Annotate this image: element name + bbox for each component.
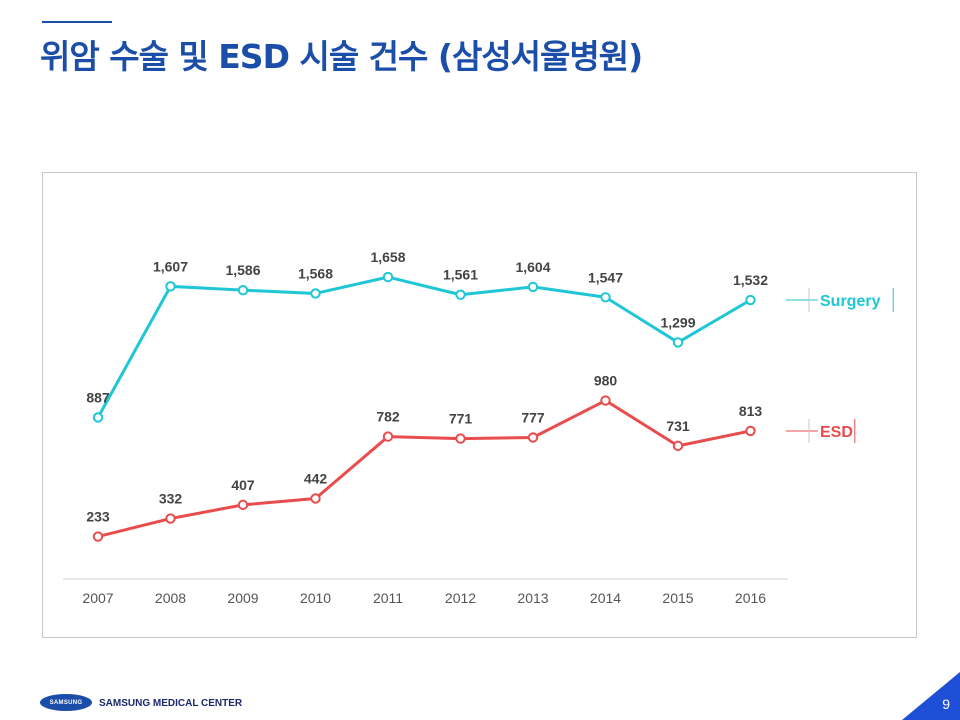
data-label-esd: 813 — [739, 403, 763, 419]
x-tick-label: 2015 — [662, 590, 693, 606]
legend-label-surgery: Surgery — [820, 293, 881, 310]
data-point-esd — [600, 395, 611, 406]
data-label-surgery: 1,586 — [225, 262, 260, 278]
data-label-esd: 777 — [521, 410, 545, 426]
data-point-esd — [165, 513, 176, 524]
page-title: 위암 수술 및 ESD 시술 건수 (삼성서울병원) — [40, 37, 643, 76]
x-tick-label: 2011 — [373, 590, 403, 606]
data-point-esd — [382, 431, 394, 442]
data-point-esd — [92, 531, 104, 542]
data-label-esd: 782 — [376, 409, 400, 425]
data-point-surgery — [455, 289, 466, 300]
data-point-esd — [237, 499, 249, 511]
title-rule — [42, 21, 112, 23]
x-tick-label: 2010 — [300, 590, 331, 606]
data-label-surgery: 1,568 — [298, 265, 333, 281]
data-point-surgery — [527, 281, 539, 293]
data-label-esd: 332 — [159, 491, 183, 507]
x-tick-label: 2013 — [517, 590, 548, 606]
data-point-surgery — [237, 284, 249, 296]
data-point-esd — [745, 425, 756, 437]
data-label-esd: 980 — [594, 373, 618, 389]
data-point-surgery — [672, 337, 684, 348]
data-label-esd: 233 — [86, 509, 110, 525]
data-label-esd: 771 — [449, 411, 473, 427]
data-label-surgery: 1,604 — [515, 259, 550, 275]
data-label-surgery: 1,658 — [370, 249, 405, 265]
data-point-surgery — [165, 281, 176, 292]
data-label-surgery: 1,561 — [443, 267, 478, 283]
data-label-surgery: 887 — [86, 389, 110, 405]
data-label-esd: 407 — [231, 477, 255, 493]
data-label-surgery: 1,532 — [733, 272, 768, 288]
corner-decoration — [902, 672, 960, 720]
data-label-surgery: 1,299 — [660, 314, 695, 330]
data-point-esd — [527, 432, 539, 443]
data-label-surgery: 1,607 — [153, 258, 188, 274]
x-tick-label: 2012 — [445, 590, 476, 606]
line-chart: 2007 2008 2009 2010 2011 2012 2013 2014 2015 2016… — [63, 249, 894, 606]
x-tick-label: 2016 — [735, 590, 766, 606]
samsung-logo-text: SAMSUNG — [49, 699, 83, 706]
data-point-surgery — [92, 412, 104, 423]
x-tick-label: 2009 — [227, 590, 258, 606]
chart-frame: 2007 2008 2009 2010 2011 2012 2013 2014 2015 2016… — [42, 172, 917, 638]
data-label-esd: 442 — [304, 471, 328, 487]
page-number: 9 — [942, 696, 950, 712]
data-point-esd — [310, 493, 321, 504]
x-tick-label: 2008 — [155, 590, 186, 606]
series-line-surgery — [96, 275, 752, 419]
x-tick-label: 2007 — [82, 590, 113, 606]
series-line-esd — [97, 399, 751, 539]
data-point-surgery — [310, 288, 321, 299]
legend-label-esd: ESD — [820, 424, 853, 441]
samsung-logo: SAMSUNG — [40, 694, 92, 711]
organization-name: SAMSUNG MEDICAL CENTER — [99, 698, 243, 709]
data-point-esd — [672, 440, 684, 452]
data-point-surgery — [382, 271, 394, 283]
data-point-surgery — [745, 294, 756, 306]
data-label-esd: 731 — [666, 418, 690, 434]
x-tick-label: 2014 — [590, 590, 621, 606]
data-label-surgery: 1,547 — [588, 269, 623, 285]
data-point-esd — [455, 433, 466, 444]
data-point-surgery — [600, 292, 611, 303]
